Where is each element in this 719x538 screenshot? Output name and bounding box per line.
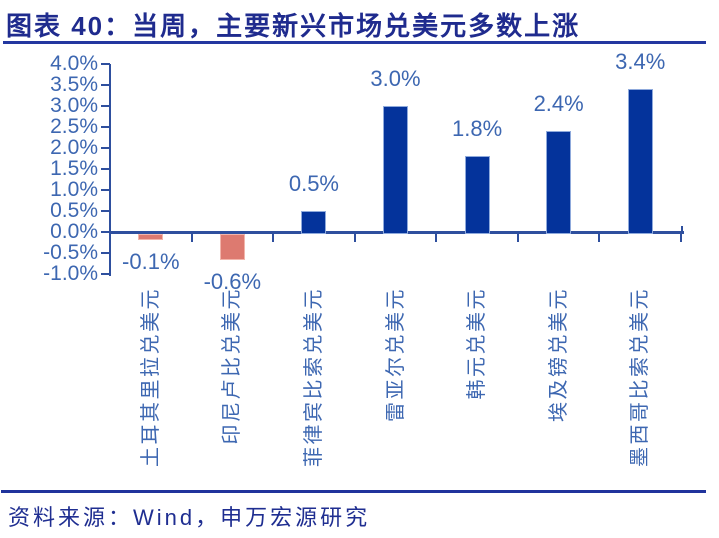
y-axis-tick-label: 4.0% [50, 52, 98, 75]
y-axis-tick [101, 84, 110, 86]
category-label-text: 墨西哥比索兑美元 [629, 287, 652, 467]
category-label: 菲律宾比索兑美元 [269, 287, 359, 502]
y-axis-tick [101, 63, 110, 65]
bar [138, 234, 164, 240]
bar-value-label: 1.8% [451, 116, 503, 142]
bar-value-label: 3.0% [370, 66, 421, 91]
category-label-text: 印尼卢比兑美元 [221, 287, 244, 445]
category-label-text: 埃及镑兑美元 [547, 287, 570, 422]
bar [546, 131, 572, 234]
x-axis-tick [353, 234, 356, 242]
bar [383, 106, 408, 234]
y-axis-tick-label: 3.0% [50, 94, 98, 117]
y-axis-tick-label: -0.5% [43, 241, 98, 264]
category-label: 韩元兑美元 [432, 287, 522, 502]
category-label: 墨西哥比索兑美元 [595, 287, 685, 502]
category-label: 土耳其里拉兑美元 [106, 287, 196, 502]
category-label: 印尼卢比兑美元 [187, 287, 277, 502]
bar [219, 234, 245, 261]
bar-value-label: 0.5% [288, 171, 339, 196]
x-axis-tick [516, 234, 519, 242]
x-axis-tick [598, 234, 601, 242]
category-label-text: 雷亚尔兑美元 [384, 287, 407, 422]
y-axis-tick-label: 2.5% [50, 115, 98, 138]
x-axis-tick [190, 234, 193, 242]
bar-chart: 4.0% 3.5% 3.0% 2.5% 2.0% 1.5% 1.0% 0.5% 0.0% -0.5… [0, 50, 719, 490]
y-axis-tick-label: 0.5% [50, 199, 98, 222]
title-underline [3, 41, 706, 44]
y-axis-tick [101, 126, 110, 128]
footer-divider [1, 490, 706, 493]
y-axis-tick [101, 273, 110, 275]
bar [301, 211, 327, 234]
bar [627, 89, 653, 234]
y-axis-tick [101, 189, 110, 191]
y-axis-tick-label: 0.0% [50, 220, 98, 243]
y-axis-tick [101, 231, 110, 233]
y-axis-tick [101, 105, 110, 107]
y-axis-tick-label: 1.5% [50, 157, 98, 180]
category-label: 埃及镑兑美元 [514, 287, 604, 502]
y-axis-tick-label: 2.0% [50, 136, 98, 159]
figure-title: 图表 40：当周，主要新兴市场兑美元多数上涨 [6, 11, 581, 41]
x-axis-tick [435, 234, 438, 242]
x-axis-tick [680, 234, 682, 242]
bar [464, 156, 490, 234]
category-label: 雷亚尔兑美元 [351, 287, 441, 502]
y-axis-tick [101, 168, 110, 170]
y-axis-tick-label: 1.0% [50, 178, 98, 201]
y-axis-tick [101, 210, 110, 212]
y-axis-tick-label: -1.0% [43, 262, 98, 285]
y-axis-line [109, 64, 111, 276]
bar-value-label: 2.4% [533, 91, 584, 117]
y-axis-tick [101, 147, 110, 149]
bar-value-label: 3.4% [615, 49, 666, 75]
source-note: 资料来源：Wind，申万宏源研究 [8, 505, 371, 530]
bar-value-label: -0.1% [122, 249, 180, 274]
category-label-text: 土耳其里拉兑美元 [139, 287, 162, 467]
y-axis-tick [101, 252, 110, 254]
bar-value-label: -0.6% [203, 269, 262, 295]
category-label-text: 韩元兑美元 [466, 287, 489, 400]
x-axis-end-cap [681, 226, 683, 234]
category-label-text: 菲律宾比索兑美元 [302, 287, 325, 467]
x-axis-tick [272, 234, 275, 242]
y-axis-tick-label: 3.5% [50, 73, 98, 96]
